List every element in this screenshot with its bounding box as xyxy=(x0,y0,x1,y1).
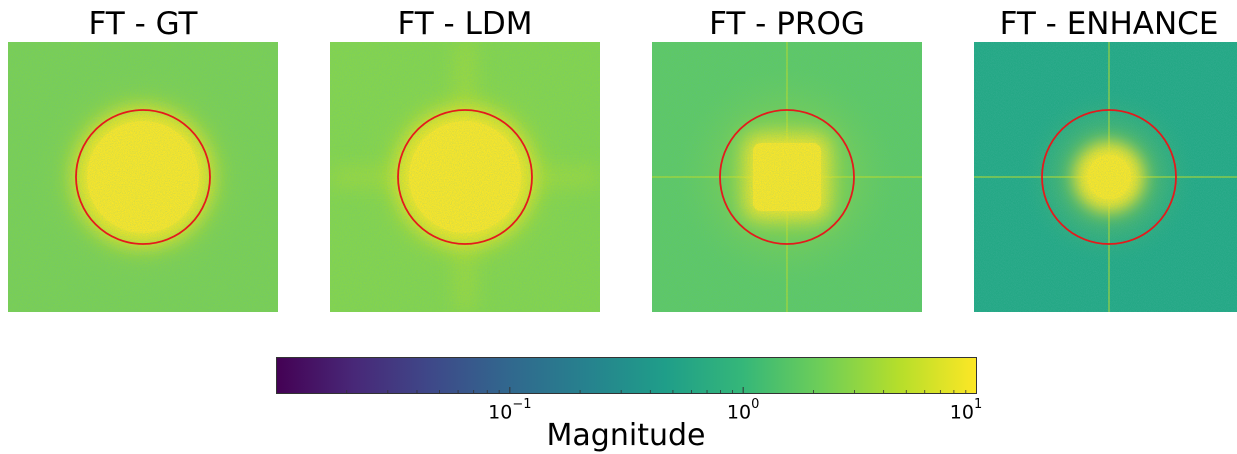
colorbar-gradient xyxy=(276,357,977,394)
panel-prog xyxy=(652,42,922,312)
noise-texture xyxy=(8,42,278,312)
colorbar xyxy=(276,357,977,394)
noise-texture xyxy=(330,42,600,312)
panel-gt xyxy=(8,42,278,312)
panel-enhance xyxy=(974,42,1237,312)
heatmap-prog xyxy=(652,42,922,312)
colorbar-label: Magnitude xyxy=(546,418,706,453)
heatmap-gt xyxy=(8,42,278,312)
panel-title-enhance: FT - ENHANCE xyxy=(999,6,1219,42)
panel-title-prog: FT - PROG xyxy=(709,6,865,42)
noise-texture xyxy=(974,42,1237,312)
colorbar-tick-label: 101 xyxy=(949,397,983,424)
overlay-circle xyxy=(1041,109,1177,245)
heatmap-ldm xyxy=(330,42,600,312)
panel-title-ldm: FT - LDM xyxy=(397,6,533,42)
colorbar-tick-label: 100 xyxy=(726,397,760,424)
overlay-circle xyxy=(719,109,855,245)
colorbar-tick-label: 10−1 xyxy=(488,397,532,424)
noise-texture xyxy=(652,42,922,312)
panel-title-gt: FT - GT xyxy=(88,6,198,42)
overlay-circle xyxy=(75,109,211,245)
overlay-circle xyxy=(397,109,533,245)
panel-ldm xyxy=(330,42,600,312)
heatmap-enhance xyxy=(974,42,1237,312)
